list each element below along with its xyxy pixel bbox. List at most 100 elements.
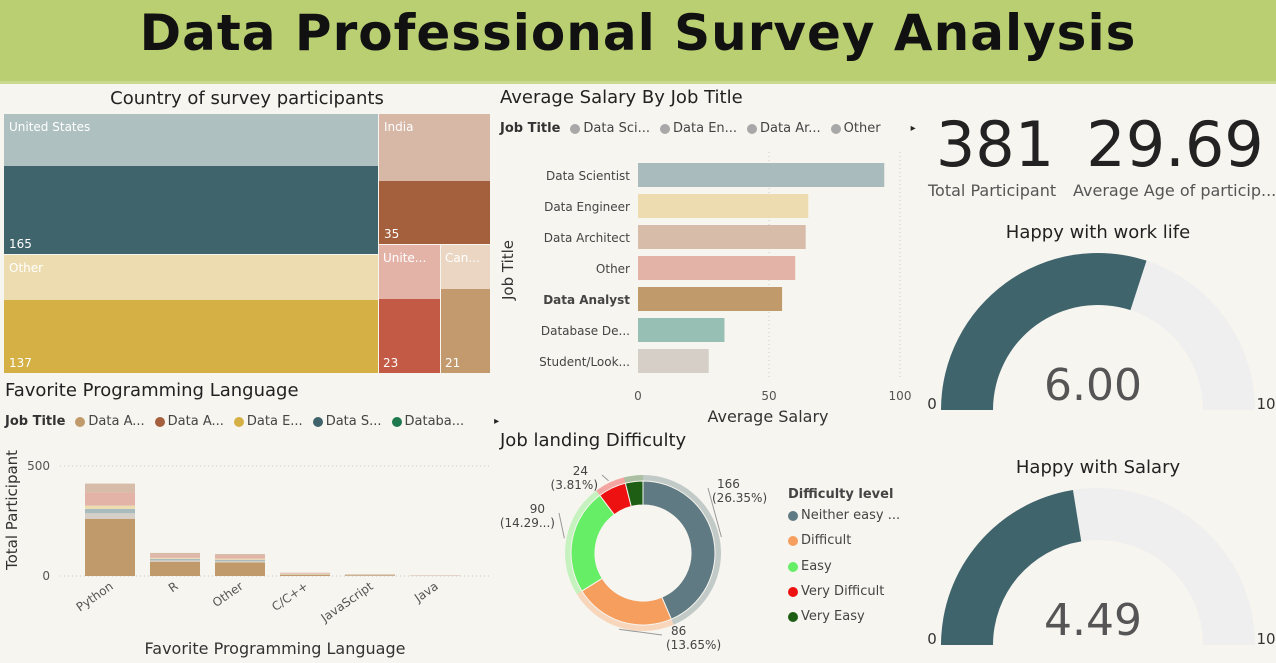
stacked-bar-segment (150, 561, 200, 576)
salary-chart-title: Average Salary By Job Title (500, 87, 743, 108)
stacked-bar-segment (85, 483, 135, 493)
stacked-bar-segment (85, 508, 135, 514)
difficulty-chart-title: Job landing Difficulty (500, 430, 687, 451)
treemap-tile-canada[interactable]: Can... 21 (441, 245, 490, 373)
gauge-min-label: 0 (927, 630, 937, 648)
data-label-count: 86 (671, 624, 686, 638)
gauge-min-label: 0 (927, 395, 937, 413)
legend-next-arrow-icon[interactable]: ▸ (910, 123, 916, 134)
gauge-value: 4.49 (1044, 595, 1142, 646)
legend-dot (154, 416, 165, 427)
treemap-tile-united-states[interactable]: United States 165 (4, 114, 378, 254)
legend-label: Data Sci... (583, 121, 651, 136)
salary-bar-chart: Data Scientist Data Engineer Data Architec… (499, 152, 911, 426)
legend-label: Data En... (673, 121, 738, 136)
tile-top (4, 114, 378, 166)
y-axis-title: Total Participant (3, 450, 21, 571)
legend-item[interactable]: Easy (788, 559, 832, 574)
treemap-tile-other[interactable]: Other 137 (4, 255, 378, 373)
treemap-tile-india[interactable]: India 35 (379, 114, 490, 244)
data-label-leader (618, 628, 663, 636)
tile-label: Other (9, 261, 44, 275)
legend-next-arrow-icon[interactable]: ▸ (494, 416, 500, 427)
legend-item[interactable]: Databa... (391, 414, 464, 429)
language-chart-title: Favorite Programming Language (5, 380, 299, 401)
stacked-bar-segment (85, 505, 135, 509)
legend-item[interactable]: Data A... (75, 414, 145, 429)
data-label-percent: (13.65%) (666, 638, 721, 652)
x-tick-label: Other (210, 579, 246, 610)
y-axis-title: Job Title (499, 240, 517, 301)
x-tick-label: Python (74, 579, 116, 614)
x-axis-title: Favorite Programming Language (145, 639, 406, 658)
tile-top (379, 245, 440, 299)
legend-label: Data Ar... (760, 121, 821, 136)
salary-bar (638, 349, 709, 373)
gauge-title: Happy with Salary (1016, 457, 1181, 478)
category-label: Other (596, 262, 630, 276)
data-label-percent: (3.81%) (551, 478, 598, 492)
x-tick-label: Java (411, 579, 441, 606)
salary-bar (638, 163, 885, 187)
legend-item[interactable]: Data S... (312, 414, 382, 429)
tile-bottom (4, 166, 378, 254)
legend-label: Data A... (88, 414, 145, 429)
stacked-bar-segment (215, 555, 265, 559)
gauge-max-label: 10 (1256, 395, 1275, 413)
header-banner: Data Professional Survey Analysis (0, 0, 1276, 84)
legend-title: Job Title (5, 414, 66, 429)
data-label-leader (601, 474, 609, 482)
legend-item[interactable]: Data E... (233, 414, 303, 429)
stacked-bar-segment (215, 559, 265, 562)
gauge-value: 6.00 (1044, 360, 1142, 411)
legend-item[interactable]: Data Sci... (570, 121, 650, 136)
data-label-percent: (26.35%) (712, 491, 767, 505)
legend-label: Data S... (325, 414, 382, 429)
tile-value: 23 (383, 356, 399, 370)
legend-dot (788, 535, 798, 546)
stacked-bar-segment (215, 554, 265, 556)
legend-title: Job Title (500, 121, 561, 136)
stacked-bar-segment (150, 557, 200, 559)
y-tick-label: 0 (42, 569, 50, 583)
category-label: Data Architect (544, 231, 631, 245)
legend-label: Very Easy (801, 609, 865, 624)
stacked-bar-segment (85, 492, 135, 506)
stacked-bar-segment (150, 555, 200, 558)
legend-item[interactable]: Very Easy (788, 609, 865, 624)
tile-label: Can... (445, 251, 480, 265)
legend-item[interactable]: Neither easy ... (788, 508, 900, 523)
legend-label: Difficult (801, 533, 852, 548)
legend-dot (788, 611, 798, 622)
difficulty-donut-chart: 166(26.35%) 86(13.65%) 90(14.29...) 24(3.81… (500, 464, 767, 652)
tile-bottom (379, 181, 490, 244)
language-stacked-bar-chart: 500 0 Python R Other C/C++ JavaScript Java Favor… (3, 450, 490, 658)
tile-value: 165 (9, 237, 32, 251)
category-label: Database De... (541, 324, 630, 338)
legend-item[interactable]: Data En... (660, 121, 737, 136)
x-tick-label: R (166, 579, 181, 595)
legend-item[interactable]: Data Ar... (747, 121, 821, 136)
category-label: Data Scientist (546, 169, 630, 183)
salary-bar (638, 287, 783, 311)
tile-value: 21 (445, 356, 461, 370)
average-age-label: Average Age of particip... (1073, 181, 1276, 200)
stacked-bar-segment (215, 562, 265, 576)
legend-dot (788, 586, 798, 597)
legend-dot (75, 416, 86, 427)
gauge-fill (941, 490, 1082, 645)
treemap-tile-united-kingdom[interactable]: Unite... 23 (379, 245, 440, 373)
legend-item[interactable]: Very Difficult (788, 584, 884, 599)
stacked-bar-segment (280, 573, 330, 574)
legend-dot (660, 123, 671, 134)
legend-item[interactable]: Other (830, 121, 881, 136)
language-chart-legend: Job Title Data A... Data A... Data E... … (5, 414, 499, 429)
legend-item[interactable]: Difficult (788, 533, 851, 548)
data-label-count: 166 (717, 477, 740, 491)
y-tick-label: 500 (27, 459, 50, 473)
legend-label: Very Difficult (801, 584, 885, 599)
legend-item[interactable]: Data A... (154, 414, 224, 429)
legend-label: Data A... (167, 414, 224, 429)
data-label-count: 24 (573, 464, 588, 478)
legend-label: Data E... (246, 414, 303, 429)
